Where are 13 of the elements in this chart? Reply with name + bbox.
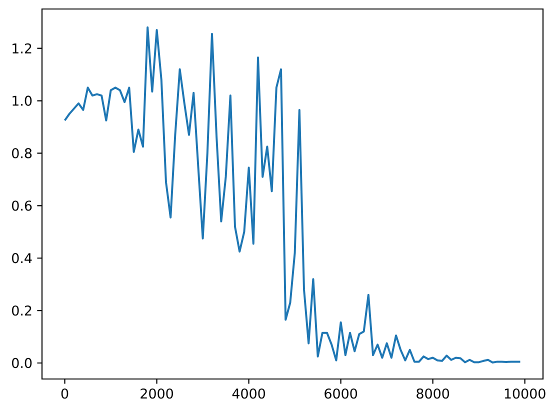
x-tick-label: 4000 — [232, 388, 266, 399]
x-tick-label: 2000 — [140, 388, 174, 399]
x-tick-label: 6000 — [324, 388, 358, 399]
y-tick-label: 0.4 — [12, 253, 32, 264]
y-tick-label: 0.0 — [12, 358, 32, 368]
y-tick-label: 1.2 — [12, 43, 32, 54]
x-tick-label: 10000 — [504, 388, 546, 399]
y-tick-label: 0.6 — [12, 200, 32, 211]
y-tick-label: 0.8 — [12, 148, 32, 158]
x-tick-label: 0 — [61, 388, 68, 399]
x-tick-label: 8000 — [416, 388, 450, 399]
y-tick-label: 0.2 — [12, 305, 32, 316]
y-tick-label: 1.0 — [12, 96, 32, 106]
